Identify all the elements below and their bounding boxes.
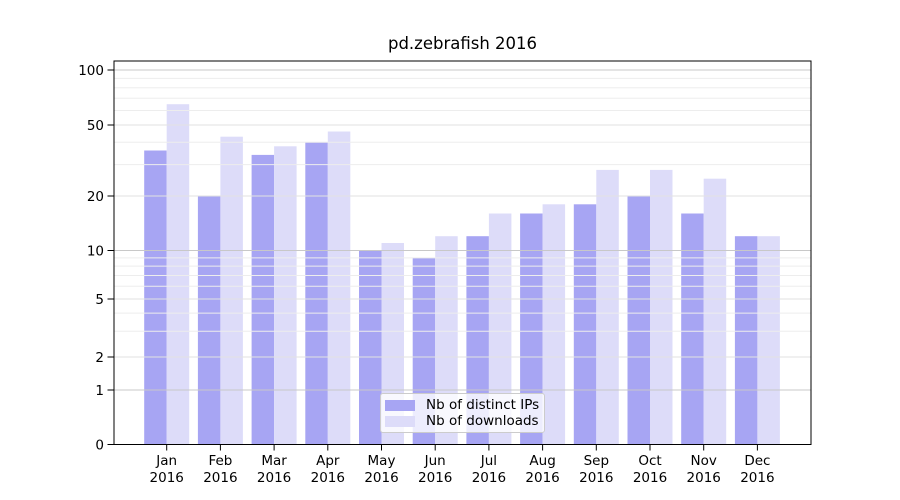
bar-downloads-oct: [650, 169, 673, 445]
y-tick-label-10: 10: [87, 244, 104, 260]
x-tick-label-month-feb: Feb: [208, 453, 232, 469]
x-tick-label-month-dec: Dec: [744, 453, 770, 469]
y-tick-label-1: 1: [95, 383, 104, 399]
y-tick-label-100: 100: [78, 63, 104, 79]
x-tick-label-year-dec: 2016: [740, 470, 774, 486]
bar-distinct-ips-oct: [627, 196, 650, 445]
x-tick-label-year-jan: 2016: [150, 470, 184, 486]
bar-distinct-ips-jan: [144, 150, 167, 445]
bar-downloads-dec: [757, 236, 780, 445]
legend-label-downloads: Nb of downloads: [426, 413, 539, 429]
legend-item-distinct-ips: Nb of distinct IPs: [381, 397, 544, 413]
x-tick-label-month-sep: Sep: [584, 453, 609, 469]
x-tick-label-year-oct: 2016: [633, 470, 667, 486]
x-tick-label-year-feb: 2016: [203, 470, 237, 486]
x-tick-label-month-jan: Jan: [155, 453, 177, 469]
x-tick-label-month-aug: Aug: [529, 453, 555, 469]
bar-downloads-mar: [274, 146, 297, 445]
x-tick-label-month-oct: Oct: [638, 453, 661, 469]
x-tick-label-year-jun: 2016: [418, 470, 452, 486]
x-tick-label-year-sep: 2016: [579, 470, 613, 486]
x-tick-label-year-nov: 2016: [687, 470, 721, 486]
x-tick-label-month-jun: Jun: [424, 453, 446, 469]
bar-distinct-ips-apr: [305, 142, 328, 445]
bar-distinct-ips-sep: [573, 204, 597, 445]
bar-distinct-ips-mar: [251, 154, 275, 445]
y-tick-label-5: 5: [95, 292, 104, 308]
bar-distinct-ips-may: [359, 250, 382, 445]
bar-distinct-ips-dec: [734, 236, 758, 445]
bar-distinct-ips-nov: [681, 213, 704, 445]
x-tick-label-year-apr: 2016: [311, 470, 345, 486]
axes-frame: [113, 60, 812, 445]
x-tick-label-month-mar: Mar: [261, 453, 287, 469]
x-tick-label-year-aug: 2016: [525, 470, 559, 486]
bar-downloads-apr: [327, 131, 351, 445]
x-tick-label-year-jul: 2016: [472, 470, 506, 486]
legend-swatch-distinct-ips: [385, 399, 415, 411]
y-tick-label-0: 0: [95, 438, 104, 454]
bar-downloads-sep: [596, 169, 619, 445]
bar-downloads-aug: [542, 204, 566, 445]
legend-swatch-downloads: [385, 415, 415, 427]
bar-distinct-ips-jul: [466, 236, 489, 445]
y-tick-label-2: 2: [95, 350, 104, 366]
legend-label-distinct-ips: Nb of distinct IPs: [426, 397, 540, 413]
y-tick-label-20: 20: [87, 189, 104, 205]
bar-downloads-jan: [166, 104, 190, 445]
legend: Nb of distinct IPs Nb of downloads: [380, 393, 545, 433]
bar-downloads-jun: [435, 236, 458, 445]
bar-downloads-nov: [703, 178, 727, 445]
x-tick-label-month-apr: Apr: [316, 453, 340, 469]
x-tick-label-month-nov: Nov: [691, 453, 717, 469]
x-tick-label-year-mar: 2016: [257, 470, 291, 486]
bar-downloads-jul: [488, 213, 512, 445]
x-tick-label-year-may: 2016: [364, 470, 398, 486]
x-tick-label-month-may: May: [368, 453, 396, 469]
bar-downloads-feb: [220, 136, 243, 445]
bar-distinct-ips-feb: [197, 196, 221, 445]
legend-item-downloads: Nb of downloads: [381, 413, 544, 429]
bar-distinct-ips-aug: [520, 213, 543, 445]
chart-title: pd.zebrafish 2016: [387, 34, 538, 53]
y-tick-label-50: 50: [87, 118, 104, 134]
x-tick-label-month-jul: Jul: [480, 453, 497, 469]
